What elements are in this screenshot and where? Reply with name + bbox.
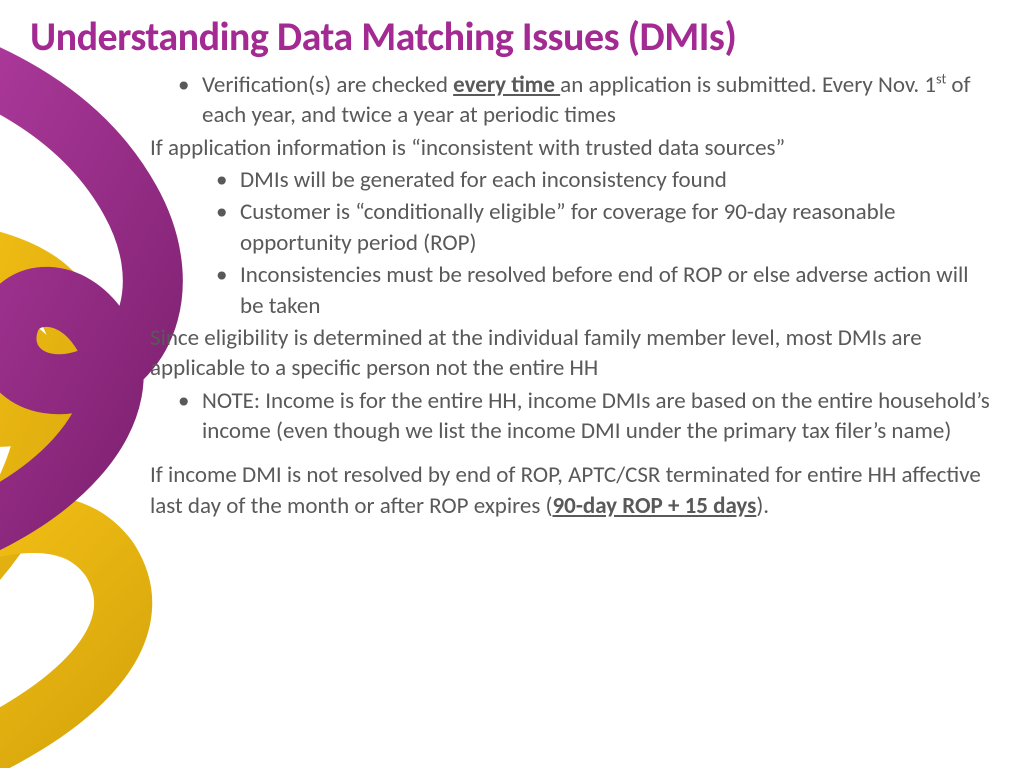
bullet-dmis-generated: DMIs will be generated for each inconsis… [150,165,994,195]
text: Verification(s) are checked [202,71,453,99]
text: an application is submitted. Every Nov. … [560,71,936,99]
spacer [150,448,994,460]
slide-body: Verification(s) are checked every time a… [150,70,994,523]
para-inconsistent: If application information is “inconsist… [150,133,994,163]
text: ). [756,492,769,520]
bullet-verification: Verification(s) are checked every time a… [150,70,994,131]
slide-title: Understanding Data Matching Issues (DMIs… [30,12,1004,61]
bullet-must-resolve: Inconsistencies must be resolved before … [150,260,994,321]
emphasis-every-time: every time [453,71,560,99]
bullet-note-income: NOTE: Income is for the entire HH, incom… [150,386,994,447]
bullet-conditionally-eligible: Customer is “conditionally eligible” for… [150,197,994,258]
ordinal-suffix: st [936,69,946,87]
emphasis-rop-days: 90-day ROP + 15 days [553,492,757,520]
para-eligibility-level: Since eligibility is determined at the i… [150,323,994,384]
slide: Understanding Data Matching Issues (DMIs… [0,0,1024,768]
para-income-dmi-outcome: If income DMI is not resolved by end of … [150,460,994,521]
